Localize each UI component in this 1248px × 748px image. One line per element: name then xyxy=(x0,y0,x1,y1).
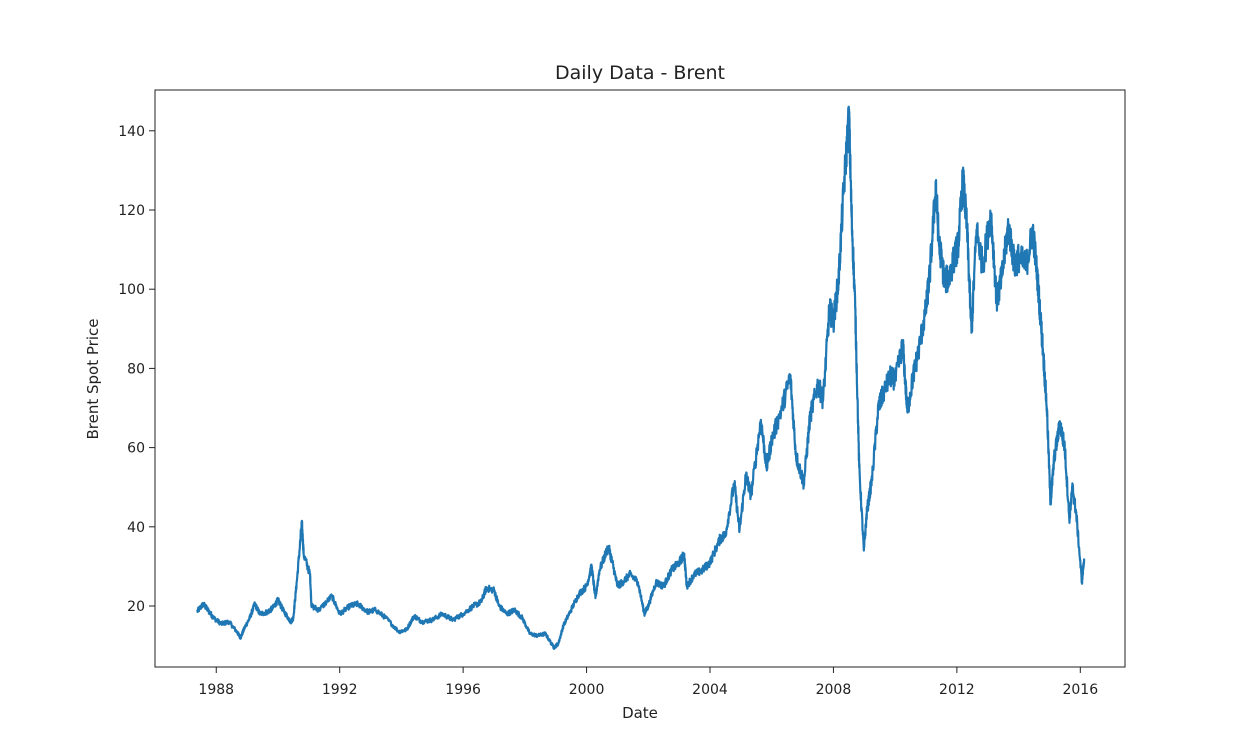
plot-layer xyxy=(196,105,1086,650)
y-tick-label: 80 xyxy=(127,361,145,377)
chart-title: Daily Data - Brent xyxy=(555,62,725,84)
x-tick-label: 2008 xyxy=(816,682,852,698)
x-tick-label: 2000 xyxy=(569,682,605,698)
y-tick-label: 140 xyxy=(118,124,145,140)
y-tick-label: 120 xyxy=(118,203,145,219)
x-tick-label: 2012 xyxy=(939,682,975,698)
y-tick-label: 60 xyxy=(127,441,145,457)
x-axis-ticks: 1988 1992 1996 2000 2004 2008 2012 2016 xyxy=(198,667,1098,698)
y-axis-ticks: 20 40 60 80 100 120 140 xyxy=(118,124,155,615)
y-tick-label: 100 xyxy=(118,282,145,298)
y-axis-label: Brent Spot Price xyxy=(84,319,102,440)
plot-area-frame xyxy=(154,89,1126,668)
x-tick-label: 1988 xyxy=(198,682,234,698)
y-tick-label: 20 xyxy=(127,599,145,615)
x-tick-label: 2004 xyxy=(692,682,728,698)
x-axis-label: Date xyxy=(622,704,658,722)
x-tick-label: 1992 xyxy=(322,682,358,698)
y-tick-label: 40 xyxy=(127,520,145,536)
x-tick-label: 2016 xyxy=(1062,682,1098,698)
x-tick-label: 1996 xyxy=(445,682,481,698)
series-line-0 xyxy=(196,105,1086,650)
